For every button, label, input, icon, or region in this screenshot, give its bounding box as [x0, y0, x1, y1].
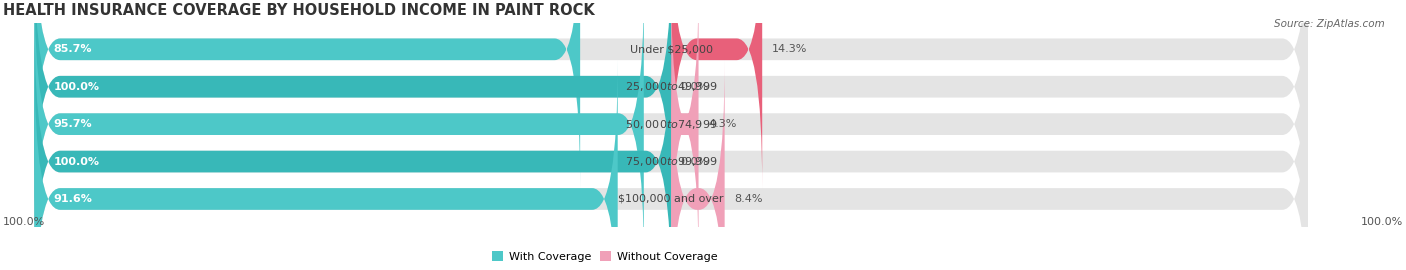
FancyBboxPatch shape: [35, 0, 1308, 263]
Text: 4.3%: 4.3%: [709, 119, 737, 129]
Text: 95.7%: 95.7%: [53, 119, 93, 129]
Text: 100.0%: 100.0%: [3, 217, 45, 227]
Legend: With Coverage, Without Coverage: With Coverage, Without Coverage: [488, 247, 723, 266]
FancyBboxPatch shape: [35, 60, 1308, 270]
FancyBboxPatch shape: [35, 0, 644, 263]
Text: HEALTH INSURANCE COVERAGE BY HOUSEHOLD INCOME IN PAINT ROCK: HEALTH INSURANCE COVERAGE BY HOUSEHOLD I…: [3, 3, 595, 18]
FancyBboxPatch shape: [35, 0, 1308, 188]
Text: $100,000 and over: $100,000 and over: [619, 194, 724, 204]
Text: 100.0%: 100.0%: [1361, 217, 1403, 227]
FancyBboxPatch shape: [35, 23, 671, 270]
Text: Under $25,000: Under $25,000: [630, 44, 713, 54]
FancyBboxPatch shape: [671, 0, 762, 188]
Text: $25,000 to $49,999: $25,000 to $49,999: [624, 80, 717, 93]
Text: $50,000 to $74,999: $50,000 to $74,999: [624, 118, 717, 131]
FancyBboxPatch shape: [35, 60, 617, 270]
Text: 85.7%: 85.7%: [53, 44, 93, 54]
Text: 8.4%: 8.4%: [734, 194, 762, 204]
Text: 100.0%: 100.0%: [53, 82, 100, 92]
Text: 91.6%: 91.6%: [53, 194, 93, 204]
Text: 0.0%: 0.0%: [681, 82, 709, 92]
FancyBboxPatch shape: [35, 23, 1308, 270]
FancyBboxPatch shape: [35, 0, 671, 225]
Text: Source: ZipAtlas.com: Source: ZipAtlas.com: [1274, 19, 1385, 29]
Text: $75,000 to $99,999: $75,000 to $99,999: [624, 155, 717, 168]
FancyBboxPatch shape: [35, 0, 581, 188]
Text: 14.3%: 14.3%: [772, 44, 807, 54]
FancyBboxPatch shape: [671, 60, 724, 270]
FancyBboxPatch shape: [35, 0, 1308, 225]
Text: 0.0%: 0.0%: [681, 157, 709, 167]
FancyBboxPatch shape: [671, 0, 699, 263]
Text: 100.0%: 100.0%: [53, 157, 100, 167]
